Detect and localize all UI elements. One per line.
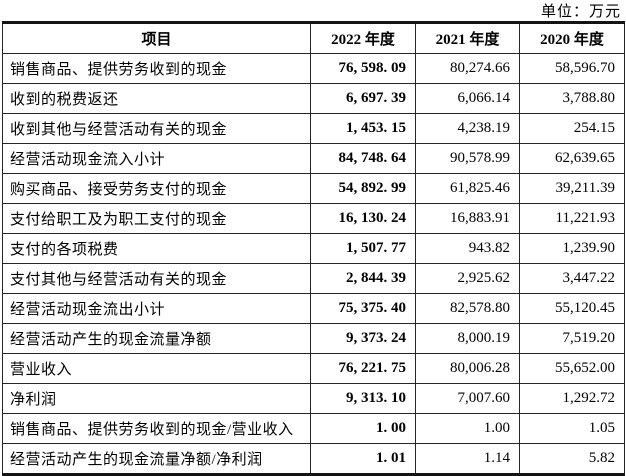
- value-2021: 8,000.19: [415, 323, 520, 354]
- value-2020: 5.82: [519, 443, 625, 475]
- item-label: 收到的税费返还: [2, 83, 311, 114]
- value-2021: 80,006.28: [415, 353, 520, 384]
- item-label: 销售商品、提供劳务收到的现金: [2, 53, 311, 84]
- value-2020: 254.15: [519, 113, 625, 144]
- value-2021: 2,925.62: [415, 263, 520, 294]
- item-label: 支付其他与经营活动有关的现金: [2, 263, 311, 294]
- value-2020: 7,519.20: [519, 323, 625, 354]
- value-2022: 9, 313. 10: [310, 383, 416, 414]
- table-row: 收到其他与经营活动有关的现金 1, 453. 15 4,238.19 254.1…: [2, 113, 625, 144]
- item-label: 销售商品、提供劳务收到的现金/营业收入: [2, 413, 311, 444]
- item-label: 支付给职工及为职工支付的现金: [2, 203, 311, 234]
- value-2022: 1. 01: [310, 443, 416, 475]
- header-year-2022: 2022 年度: [310, 22, 416, 54]
- table-row: 经营活动产生的现金流量净额/净利润 1. 01 1.14 5.82: [2, 443, 625, 475]
- value-2022: 84, 748. 64: [310, 143, 416, 174]
- value-2022: 1, 507. 77: [310, 233, 416, 264]
- value-2020: 1.05: [519, 413, 625, 444]
- value-2022: 1, 453. 15: [310, 113, 416, 144]
- table-row: 经营活动现金流入小计 84, 748. 64 90,578.99 62,639.…: [2, 143, 625, 174]
- value-2022: 75, 375. 40: [310, 293, 416, 324]
- value-2021: 80,274.66: [415, 53, 520, 84]
- item-label: 经营活动产生的现金流量净额: [2, 323, 311, 354]
- table-row: 净利润 9, 313. 10 7,007.60 1,292.72: [2, 383, 625, 414]
- value-2020: 1,239.90: [519, 233, 625, 264]
- value-2022: 1. 00: [310, 413, 416, 444]
- item-label: 经营活动现金流出小计: [2, 293, 311, 324]
- value-2022: 76, 598. 09: [310, 53, 416, 84]
- value-2020: 11,221.93: [519, 203, 625, 234]
- table-row: 购买商品、接受劳务支付的现金 54, 892. 99 61,825.46 39,…: [2, 173, 625, 204]
- table-row: 经营活动产生的现金流量净额 9, 373. 24 8,000.19 7,519.…: [2, 323, 625, 354]
- table-header-row: 项目 2022 年度 2021 年度 2020 年度: [2, 22, 625, 54]
- value-2021: 7,007.60: [415, 383, 520, 414]
- item-label: 经营活动产生的现金流量净额/净利润: [2, 443, 311, 475]
- item-label: 支付的各项税费: [2, 233, 311, 264]
- value-2020: 1,292.72: [519, 383, 625, 414]
- value-2021: 1.00: [415, 413, 520, 444]
- item-label: 净利润: [2, 383, 311, 414]
- value-2021: 4,238.19: [415, 113, 520, 144]
- value-2020: 3,788.80: [519, 83, 625, 114]
- value-2022: 9, 373. 24: [310, 323, 416, 354]
- item-label: 购买商品、接受劳务支付的现金: [2, 173, 311, 204]
- item-label: 营业收入: [2, 353, 311, 384]
- value-2022: 6, 697. 39: [310, 83, 416, 114]
- value-2020: 55,120.45: [519, 293, 625, 324]
- value-2021: 82,578.80: [415, 293, 520, 324]
- item-label: 收到其他与经营活动有关的现金: [2, 113, 311, 144]
- table-row: 销售商品、提供劳务收到的现金 76, 598. 09 80,274.66 58,…: [2, 53, 625, 84]
- header-year-2020: 2020 年度: [519, 22, 625, 54]
- value-2021: 90,578.99: [415, 143, 520, 174]
- value-2020: 58,596.70: [519, 53, 625, 84]
- table-row: 支付给职工及为职工支付的现金 16, 130. 24 16,883.91 11,…: [2, 203, 625, 234]
- cash-flow-table: 项目 2022 年度 2021 年度 2020 年度 销售商品、提供劳务收到的现…: [2, 21, 625, 476]
- value-2021: 1.14: [415, 443, 520, 475]
- value-2020: 55,652.00: [519, 353, 625, 384]
- table-row: 支付的各项税费 1, 507. 77 943.82 1,239.90: [2, 233, 625, 264]
- value-2020: 62,639.65: [519, 143, 625, 174]
- value-2021: 6,066.14: [415, 83, 520, 114]
- value-2022: 16, 130. 24: [310, 203, 416, 234]
- value-2022: 54, 892. 99: [310, 173, 416, 204]
- table-row: 销售商品、提供劳务收到的现金/营业收入 1. 00 1.00 1.05: [2, 413, 625, 444]
- value-2020: 3,447.22: [519, 263, 625, 294]
- value-2021: 61,825.46: [415, 173, 520, 204]
- header-year-2021: 2021 年度: [415, 22, 520, 54]
- value-2021: 16,883.91: [415, 203, 520, 234]
- value-2020: 39,211.39: [519, 173, 625, 204]
- table-row: 收到的税费返还 6, 697. 39 6,066.14 3,788.80: [2, 83, 625, 114]
- table-row: 经营活动现金流出小计 75, 375. 40 82,578.80 55,120.…: [2, 293, 625, 324]
- table-row: 营业收入 76, 221. 75 80,006.28 55,652.00: [2, 353, 625, 384]
- item-label: 经营活动现金流入小计: [2, 143, 311, 174]
- value-2021: 943.82: [415, 233, 520, 264]
- header-item-column: 项目: [2, 22, 311, 54]
- value-2022: 76, 221. 75: [310, 353, 416, 384]
- table-row: 支付其他与经营活动有关的现金 2, 844. 39 2,925.62 3,447…: [2, 263, 625, 294]
- unit-label: 单位：万元: [540, 4, 621, 20]
- value-2022: 2, 844. 39: [310, 263, 416, 294]
